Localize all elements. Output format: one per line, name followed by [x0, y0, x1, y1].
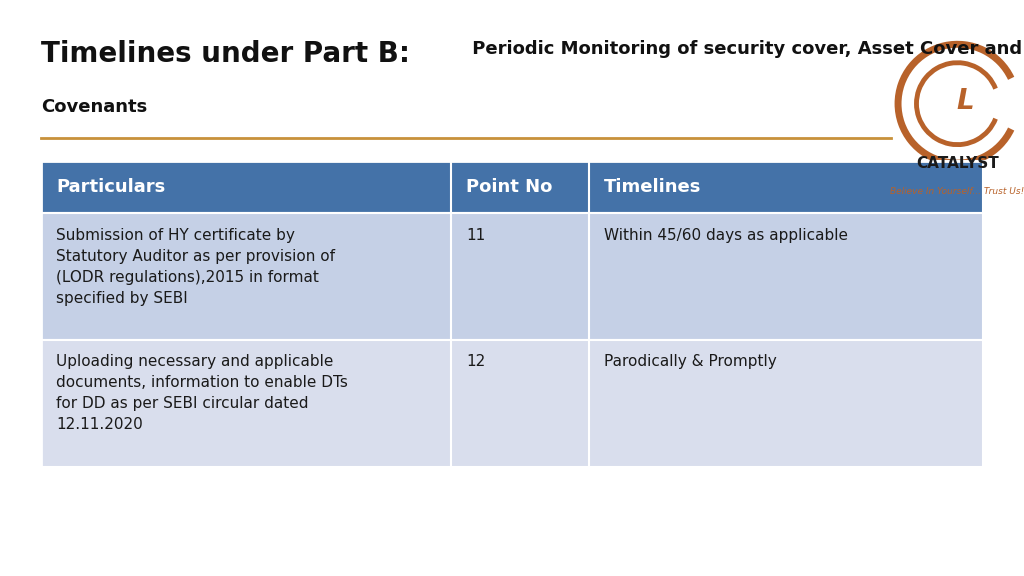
FancyBboxPatch shape: [41, 213, 983, 340]
Text: Submission of HY certificate by
Statutory Auditor as per provision of
(LODR regu: Submission of HY certificate by Statutor…: [56, 228, 335, 305]
Text: Timelines under Part B:: Timelines under Part B:: [41, 40, 410, 69]
Text: Within 45/60 days as applicable: Within 45/60 days as applicable: [604, 228, 848, 242]
Text: L: L: [956, 88, 975, 115]
Text: 11: 11: [466, 228, 485, 242]
Text: Point No: Point No: [466, 178, 552, 196]
Text: Believe In Yourself... Trust Us!: Believe In Yourself... Trust Us!: [890, 187, 1024, 196]
Text: Periodic Monitoring of security cover, Asset Cover and: Periodic Monitoring of security cover, A…: [466, 40, 1022, 58]
FancyBboxPatch shape: [41, 340, 983, 467]
Text: Particulars: Particulars: [56, 178, 166, 196]
Text: CATALYST: CATALYST: [916, 156, 998, 170]
FancyBboxPatch shape: [41, 161, 983, 213]
Text: Parodically & Promptly: Parodically & Promptly: [604, 354, 777, 369]
Text: Timelines: Timelines: [604, 178, 701, 196]
Text: Uploading necessary and applicable
documents, information to enable DTs
for DD a: Uploading necessary and applicable docum…: [56, 354, 348, 432]
Text: 12: 12: [466, 354, 485, 369]
Text: Covenants: Covenants: [41, 98, 147, 116]
